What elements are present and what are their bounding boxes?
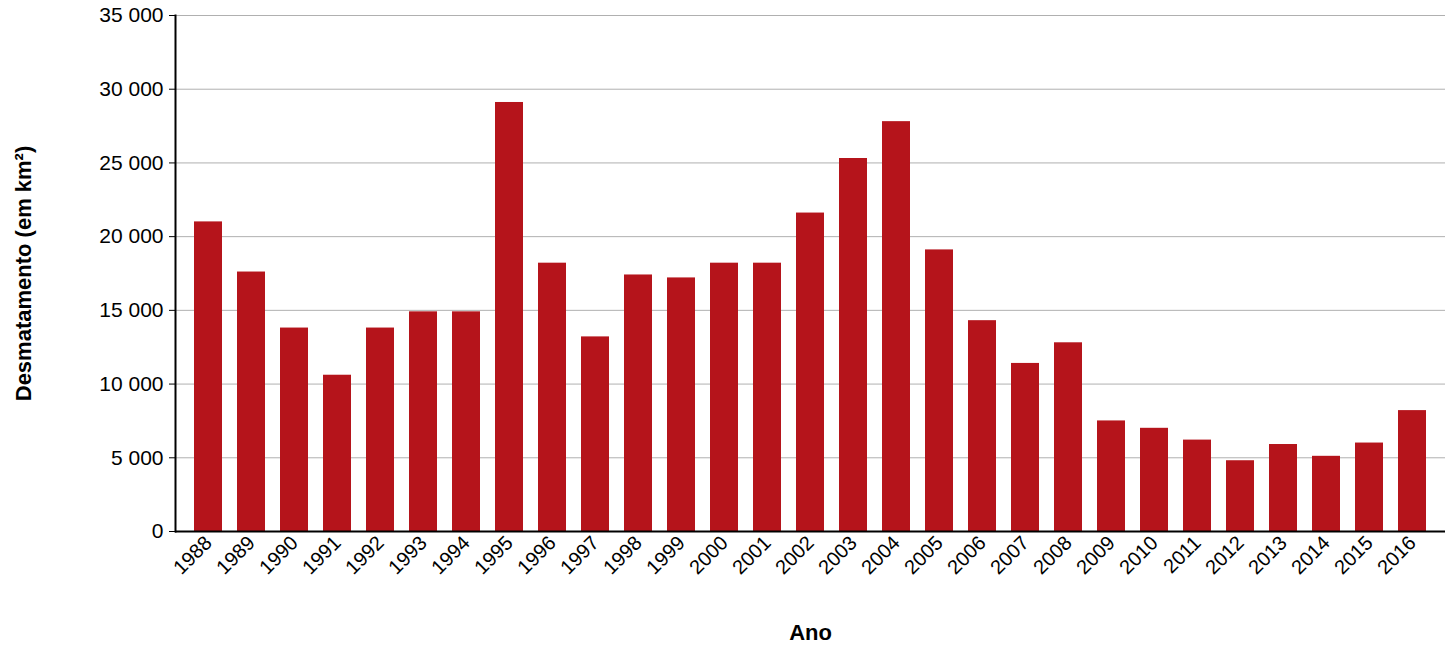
svg-text:0: 0 bbox=[152, 519, 164, 542]
svg-text:1988: 1988 bbox=[169, 531, 216, 578]
svg-text:Ano: Ano bbox=[789, 620, 832, 645]
svg-text:2006: 2006 bbox=[943, 531, 990, 578]
svg-text:5 000: 5 000 bbox=[111, 446, 164, 469]
svg-text:2003: 2003 bbox=[814, 531, 861, 578]
svg-text:25 000: 25 000 bbox=[99, 151, 163, 174]
svg-text:1992: 1992 bbox=[341, 531, 388, 578]
svg-text:2010: 2010 bbox=[1115, 531, 1162, 578]
svg-text:30 000: 30 000 bbox=[99, 77, 163, 100]
svg-text:2008: 2008 bbox=[1029, 531, 1076, 578]
svg-text:10 000: 10 000 bbox=[99, 372, 163, 395]
svg-text:1996: 1996 bbox=[513, 531, 560, 578]
svg-text:2001: 2001 bbox=[728, 531, 775, 578]
svg-text:1997: 1997 bbox=[556, 531, 603, 578]
svg-text:1999: 1999 bbox=[642, 531, 689, 578]
svg-text:1995: 1995 bbox=[470, 531, 517, 578]
svg-text:2013: 2013 bbox=[1244, 531, 1291, 578]
svg-text:15 000: 15 000 bbox=[99, 298, 163, 321]
svg-text:2014: 2014 bbox=[1287, 531, 1334, 578]
svg-text:2007: 2007 bbox=[986, 531, 1033, 578]
svg-text:2000: 2000 bbox=[685, 531, 732, 578]
svg-text:2016: 2016 bbox=[1373, 531, 1420, 578]
svg-text:20 000: 20 000 bbox=[99, 224, 163, 247]
svg-text:1990: 1990 bbox=[255, 531, 302, 578]
svg-text:2004: 2004 bbox=[857, 531, 904, 578]
svg-text:2005: 2005 bbox=[900, 531, 947, 578]
svg-text:1991: 1991 bbox=[298, 531, 345, 578]
svg-text:1989: 1989 bbox=[212, 531, 259, 578]
svg-text:2011: 2011 bbox=[1159, 531, 1205, 577]
svg-text:2002: 2002 bbox=[771, 531, 818, 578]
svg-text:2015: 2015 bbox=[1330, 531, 1377, 578]
svg-text:1998: 1998 bbox=[599, 531, 646, 578]
svg-text:2009: 2009 bbox=[1072, 531, 1119, 578]
svg-text:35 000: 35 000 bbox=[99, 3, 163, 26]
svg-text:1993: 1993 bbox=[384, 531, 431, 578]
svg-text:2012: 2012 bbox=[1201, 531, 1248, 578]
svg-text:Desmatamento (em km²): Desmatamento (em km²) bbox=[11, 146, 36, 402]
svg-text:1994: 1994 bbox=[427, 531, 474, 578]
